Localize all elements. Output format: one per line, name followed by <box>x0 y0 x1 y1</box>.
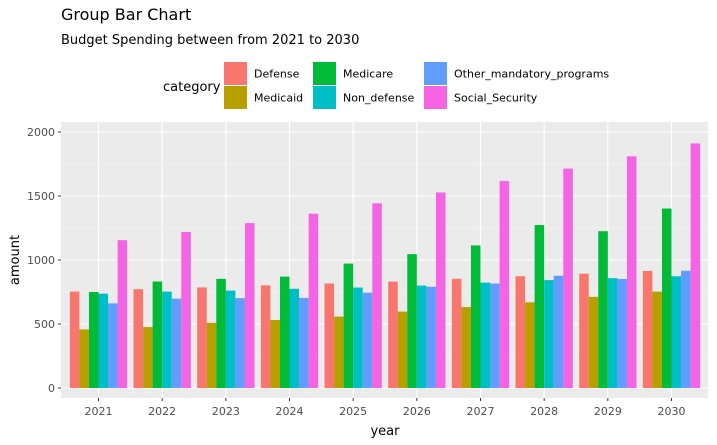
legend-label: Medicaid <box>254 92 303 105</box>
bar-medicare <box>279 276 290 388</box>
bar-other-mandatory-programs <box>108 303 118 388</box>
bar-non-defense <box>162 291 172 388</box>
legend-swatch-social-security <box>424 86 447 109</box>
bar-non-defense <box>416 285 427 388</box>
bar-social-security <box>181 231 191 388</box>
bar-defense <box>642 271 653 388</box>
y-tick-label: 2000 <box>27 126 55 139</box>
bar-defense <box>515 276 526 388</box>
bar-social-security <box>499 181 510 388</box>
bar-medicaid <box>461 307 471 388</box>
legend: category Defense Medicaid Medicare Non_defe… <box>163 62 609 109</box>
bar-medicare <box>88 292 99 388</box>
legend-swatch-medicare <box>313 62 336 85</box>
bar-other-mandatory-programs <box>362 292 373 388</box>
bar-other-mandatory-programs <box>681 270 691 388</box>
chart-subtitle: Budget Spending between from 2021 to 203… <box>61 33 359 48</box>
y-tick-label: 500 <box>34 318 55 331</box>
x-tick-label: 2026 <box>403 405 431 418</box>
x-tick-label: 2022 <box>148 405 176 418</box>
bar-medicare <box>343 263 354 388</box>
bar-social-security <box>117 240 128 388</box>
x-axis-title: year <box>370 424 400 439</box>
bar-medicaid <box>588 296 599 388</box>
bars <box>69 143 701 388</box>
bar-defense <box>260 285 271 388</box>
bar-social-security <box>563 168 573 388</box>
bar-non-defense <box>544 280 554 388</box>
x-tick-label: 2030 <box>658 405 686 418</box>
legend-swatch-medicaid <box>224 86 247 109</box>
x-tick-label: 2024 <box>276 405 304 418</box>
bar-medicaid <box>79 329 89 388</box>
bar-non-defense <box>353 287 363 388</box>
legend-label: Medicare <box>343 68 393 81</box>
bar-medicare <box>470 245 481 388</box>
bar-medicaid <box>206 322 217 388</box>
legend-label: Other_mandatory_programs <box>454 68 609 81</box>
bar-social-security <box>626 156 637 388</box>
bar-defense <box>69 291 80 388</box>
bar-medicaid <box>143 327 153 388</box>
bar-defense <box>133 289 144 388</box>
y-axis: 0 500 1000 1500 2000 <box>27 126 61 395</box>
x-tick-label: 2029 <box>594 405 622 418</box>
bar-defense <box>451 278 462 388</box>
bar-social-security <box>372 203 382 388</box>
bar-medicare <box>534 225 545 388</box>
bar-other-mandatory-programs <box>235 298 245 388</box>
bar-medicaid <box>270 320 280 388</box>
bar-defense <box>579 273 589 388</box>
bar-social-security <box>244 223 255 388</box>
bar-non-defense <box>98 293 109 388</box>
bar-social-security <box>435 192 446 388</box>
legend-label: Defense <box>254 68 300 81</box>
x-axis: 2021 2022 2023 2024 2025 2026 2027 2028 2029 2030 <box>85 398 686 418</box>
x-tick-label: 2023 <box>212 405 240 418</box>
legend-swatch-non-defense <box>313 86 336 109</box>
legend-swatch-other-mandatory-programs <box>424 62 447 85</box>
bar-other-mandatory-programs <box>490 283 500 388</box>
bar-non-defense <box>671 276 682 388</box>
chart-title: Group Bar Chart <box>61 5 191 24</box>
bar-other-mandatory-programs <box>171 298 182 388</box>
x-tick-label: 2028 <box>530 405 558 418</box>
legend-label: Social_Security <box>454 92 538 105</box>
y-tick-label: 0 <box>48 382 55 395</box>
legend-swatch-defense <box>224 62 247 85</box>
bar-other-mandatory-programs <box>553 275 564 388</box>
legend-title: category <box>163 80 221 95</box>
bar-medicare <box>216 278 226 388</box>
bar-medicare <box>152 281 163 388</box>
bar-defense <box>197 287 207 388</box>
legend-label: Non_defense <box>343 92 415 105</box>
bar-non-defense <box>607 278 618 388</box>
bar-other-mandatory-programs <box>426 286 436 388</box>
bar-non-defense <box>289 288 300 388</box>
bar-social-security <box>308 213 319 388</box>
y-tick-label: 1500 <box>27 190 55 203</box>
bar-defense <box>388 281 398 388</box>
bar-non-defense <box>225 290 236 388</box>
bar-medicare <box>407 254 417 388</box>
bar-medicare <box>661 208 672 388</box>
bar-defense <box>324 283 335 388</box>
x-tick-label: 2021 <box>85 405 113 418</box>
bar-medicaid <box>652 291 662 388</box>
x-tick-label: 2025 <box>339 405 367 418</box>
bar-other-mandatory-programs <box>299 297 309 388</box>
bar-social-security <box>690 143 701 388</box>
x-tick-label: 2027 <box>467 405 495 418</box>
bar-other-mandatory-programs <box>617 278 627 388</box>
bar-medicare <box>598 231 608 388</box>
bar-non-defense <box>480 282 491 388</box>
bar-medicaid <box>334 316 344 388</box>
bar-medicaid <box>525 302 535 388</box>
bar-medicaid <box>397 311 408 388</box>
y-tick-label: 1000 <box>27 254 55 267</box>
y-axis-title: amount <box>8 235 23 285</box>
